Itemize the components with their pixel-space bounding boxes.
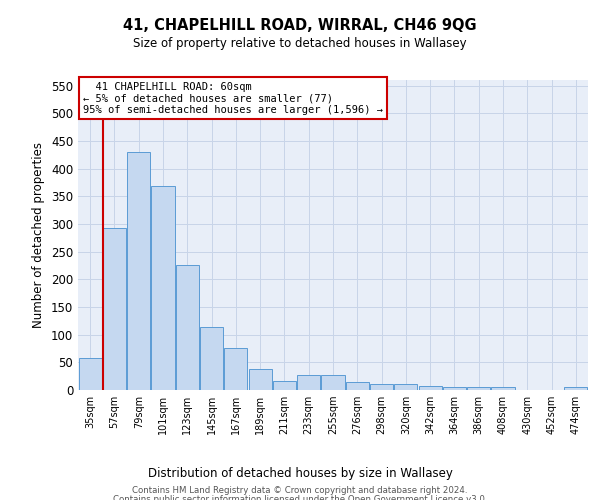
Bar [127, 152, 150, 390]
Bar [491, 387, 515, 390]
Bar [565, 387, 587, 390]
Text: 41, CHAPELHILL ROAD, WIRRAL, CH46 9QG: 41, CHAPELHILL ROAD, WIRRAL, CH46 9QG [123, 18, 477, 32]
Bar [151, 186, 175, 390]
Text: 41 CHAPELHILL ROAD: 60sqm  
← 5% of detached houses are smaller (77)
95% of semi: 41 CHAPELHILL ROAD: 60sqm ← 5% of detach… [83, 82, 383, 115]
Bar [467, 387, 490, 390]
Bar [297, 375, 320, 390]
Text: Distribution of detached houses by size in Wallasey: Distribution of detached houses by size … [148, 468, 452, 480]
Bar [419, 386, 442, 390]
Bar [394, 384, 418, 390]
Bar [79, 358, 101, 390]
Bar [443, 387, 466, 390]
Y-axis label: Number of detached properties: Number of detached properties [32, 142, 46, 328]
Text: Contains public sector information licensed under the Open Government Licence v3: Contains public sector information licen… [113, 495, 487, 500]
Bar [370, 384, 393, 390]
Text: Size of property relative to detached houses in Wallasey: Size of property relative to detached ho… [133, 38, 467, 51]
Bar [200, 328, 223, 390]
Bar [346, 382, 369, 390]
Text: Contains HM Land Registry data © Crown copyright and database right 2024.: Contains HM Land Registry data © Crown c… [132, 486, 468, 495]
Bar [176, 266, 199, 390]
Bar [224, 348, 247, 390]
Bar [322, 375, 344, 390]
Bar [248, 369, 272, 390]
Bar [273, 380, 296, 390]
Bar [103, 228, 126, 390]
